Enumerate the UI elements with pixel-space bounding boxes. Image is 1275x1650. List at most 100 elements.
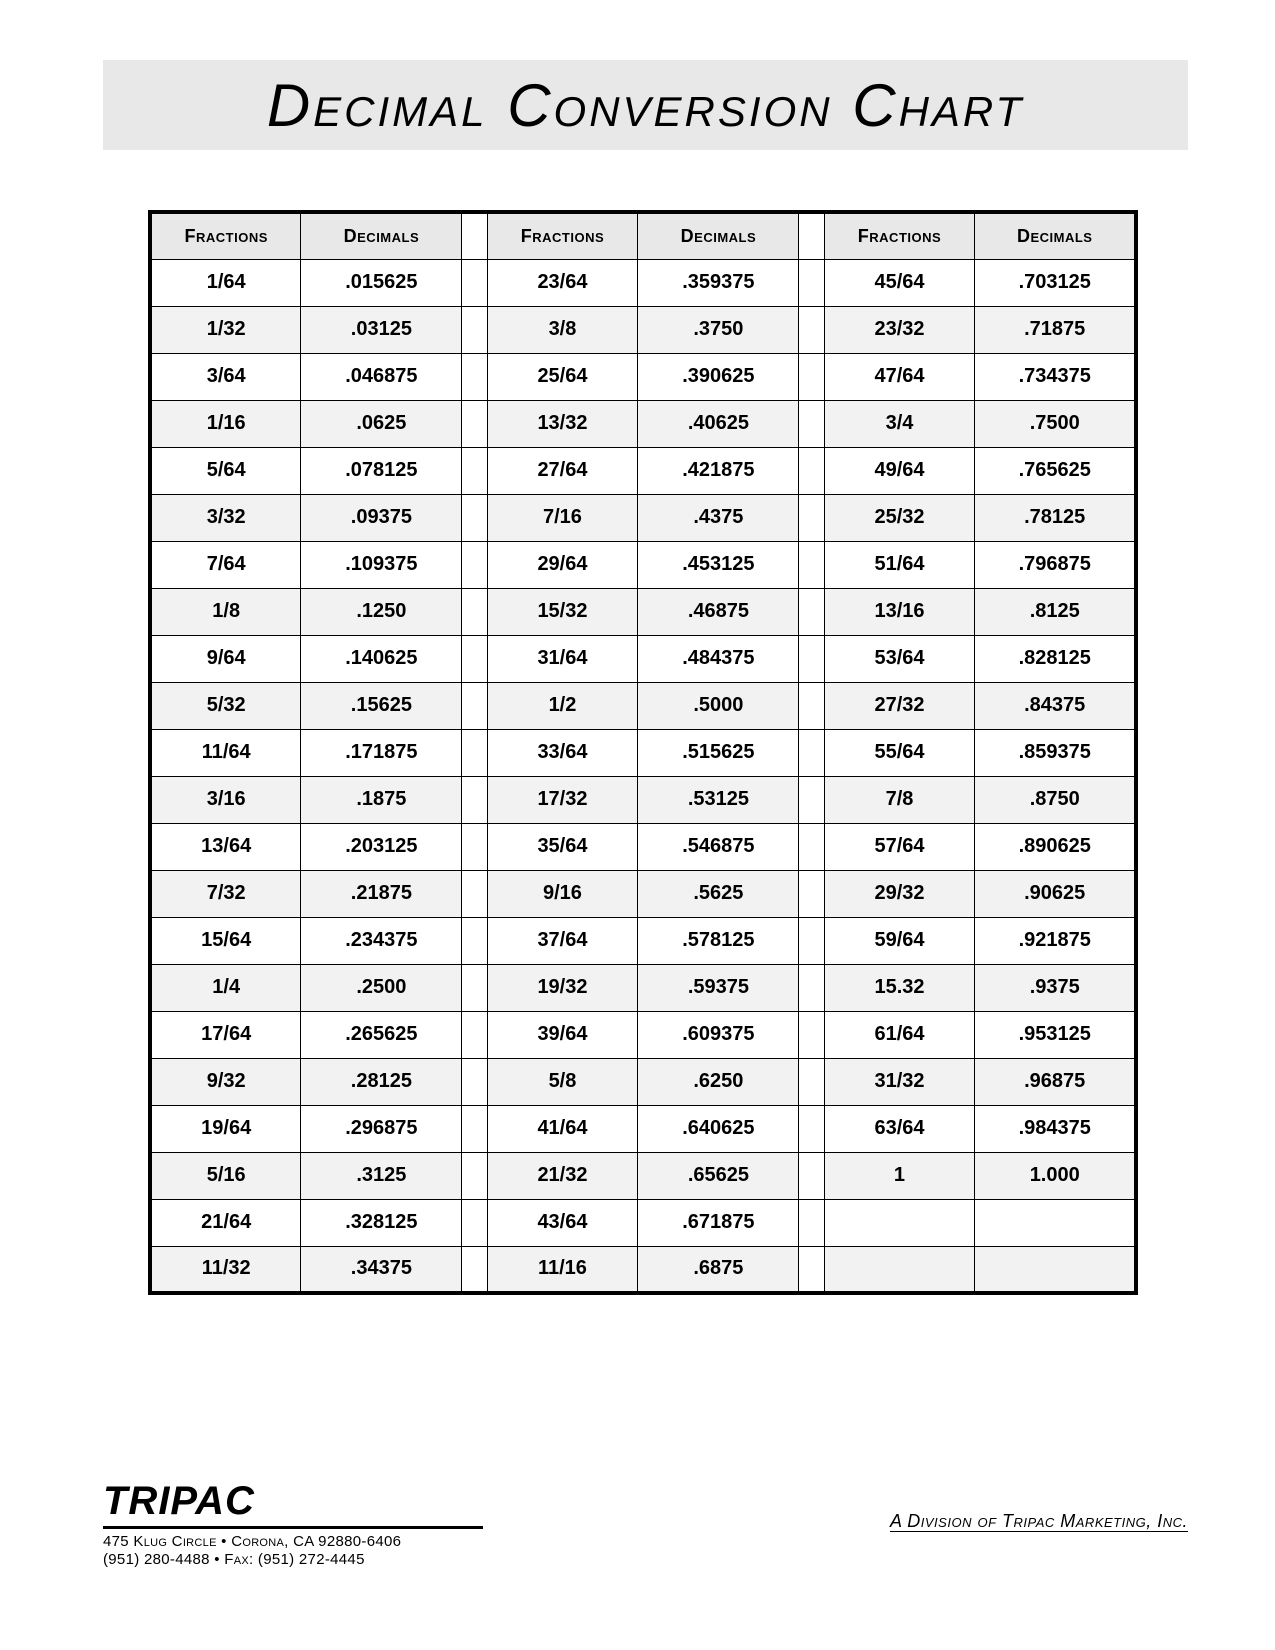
table-row: 1/4.250019/32.5937515.32.9375 bbox=[150, 964, 1136, 1011]
col-separator bbox=[462, 964, 487, 1011]
decimal-cell: .28125 bbox=[301, 1058, 462, 1105]
footer-address: 475 Klug Circle • Corona, CA 92880-6406 … bbox=[103, 1533, 1188, 1571]
fraction-cell: 61/64 bbox=[824, 1011, 975, 1058]
fraction-cell: 3/8 bbox=[487, 306, 638, 353]
col-header-fractions: Fractions bbox=[150, 212, 301, 259]
col-separator bbox=[462, 682, 487, 729]
fraction-cell: 29/64 bbox=[487, 541, 638, 588]
fraction-cell: 1/2 bbox=[487, 682, 638, 729]
fraction-cell bbox=[824, 1246, 975, 1293]
col-separator bbox=[799, 635, 824, 682]
col-header-decimals: Decimals bbox=[975, 212, 1136, 259]
fraction-cell: 53/64 bbox=[824, 635, 975, 682]
decimal-cell: .328125 bbox=[301, 1199, 462, 1246]
col-separator bbox=[799, 353, 824, 400]
fraction-cell: 3/4 bbox=[824, 400, 975, 447]
decimal-cell: .296875 bbox=[301, 1105, 462, 1152]
col-separator bbox=[462, 1246, 487, 1293]
fraction-cell: 1/64 bbox=[150, 259, 301, 306]
decimal-cell: .96875 bbox=[975, 1058, 1136, 1105]
fraction-cell: 11/64 bbox=[150, 729, 301, 776]
col-separator bbox=[799, 541, 824, 588]
fraction-cell: 21/32 bbox=[487, 1152, 638, 1199]
fraction-cell: 57/64 bbox=[824, 823, 975, 870]
col-separator bbox=[799, 917, 824, 964]
decimal-cell: .453125 bbox=[638, 541, 799, 588]
decimal-cell: .671875 bbox=[638, 1199, 799, 1246]
decimal-cell bbox=[975, 1246, 1136, 1293]
fraction-cell: 39/64 bbox=[487, 1011, 638, 1058]
col-separator bbox=[462, 588, 487, 635]
decimal-cell: .8125 bbox=[975, 588, 1136, 635]
table-row: 1/32.031253/8.375023/32.71875 bbox=[150, 306, 1136, 353]
col-separator bbox=[799, 494, 824, 541]
decimal-cell: .7500 bbox=[975, 400, 1136, 447]
decimal-cell: .109375 bbox=[301, 541, 462, 588]
col-separator bbox=[799, 1152, 824, 1199]
fraction-cell: 7/64 bbox=[150, 541, 301, 588]
table-row: 1/64.01562523/64.35937545/64.703125 bbox=[150, 259, 1136, 306]
fraction-cell: 1/4 bbox=[150, 964, 301, 1011]
decimal-cell: .015625 bbox=[301, 259, 462, 306]
decimal-cell: .890625 bbox=[975, 823, 1136, 870]
col-separator bbox=[799, 823, 824, 870]
page-title: Decimal Conversion Chart bbox=[267, 71, 1024, 140]
col-separator bbox=[462, 306, 487, 353]
decimal-cell: .203125 bbox=[301, 823, 462, 870]
table-row: 1/16.062513/32.406253/4.7500 bbox=[150, 400, 1136, 447]
table-row: 3/32.093757/16.437525/32.78125 bbox=[150, 494, 1136, 541]
fraction-cell: 3/64 bbox=[150, 353, 301, 400]
decimal-cell: .09375 bbox=[301, 494, 462, 541]
col-separator bbox=[799, 1246, 824, 1293]
decimal-cell: .515625 bbox=[638, 729, 799, 776]
decimal-cell: .6875 bbox=[638, 1246, 799, 1293]
col-separator bbox=[462, 1105, 487, 1152]
col-header-fractions: Fractions bbox=[487, 212, 638, 259]
col-separator bbox=[462, 1011, 487, 1058]
col-separator bbox=[799, 776, 824, 823]
decimal-cell: .53125 bbox=[638, 776, 799, 823]
decimal-cell: .3125 bbox=[301, 1152, 462, 1199]
fraction-cell: 31/32 bbox=[824, 1058, 975, 1105]
decimal-cell: .71875 bbox=[975, 306, 1136, 353]
fraction-cell: 9/16 bbox=[487, 870, 638, 917]
col-separator bbox=[799, 259, 824, 306]
fraction-cell: 15/32 bbox=[487, 588, 638, 635]
col-header-fractions: Fractions bbox=[824, 212, 975, 259]
fraction-cell: 27/64 bbox=[487, 447, 638, 494]
col-separator bbox=[799, 870, 824, 917]
col-separator bbox=[799, 447, 824, 494]
decimal-cell: .640625 bbox=[638, 1105, 799, 1152]
decimal-cell: .765625 bbox=[975, 447, 1136, 494]
table-row: 11/64.17187533/64.51562555/64.859375 bbox=[150, 729, 1136, 776]
fraction-cell: 3/32 bbox=[150, 494, 301, 541]
col-separator bbox=[462, 541, 487, 588]
decimal-cell: .15625 bbox=[301, 682, 462, 729]
fraction-cell: 27/32 bbox=[824, 682, 975, 729]
decimal-cell: .34375 bbox=[301, 1246, 462, 1293]
fraction-cell: 31/64 bbox=[487, 635, 638, 682]
decimal-cell: .84375 bbox=[975, 682, 1136, 729]
table-row: 15/64.23437537/64.57812559/64.921875 bbox=[150, 917, 1136, 964]
fraction-cell: 45/64 bbox=[824, 259, 975, 306]
col-separator bbox=[462, 635, 487, 682]
fraction-cell: 5/16 bbox=[150, 1152, 301, 1199]
fraction-cell: 47/64 bbox=[824, 353, 975, 400]
fraction-cell: 37/64 bbox=[487, 917, 638, 964]
decimal-cell: .5000 bbox=[638, 682, 799, 729]
fraction-cell: 35/64 bbox=[487, 823, 638, 870]
fraction-cell: 3/16 bbox=[150, 776, 301, 823]
fraction-cell: 7/16 bbox=[487, 494, 638, 541]
fraction-cell: 25/32 bbox=[824, 494, 975, 541]
footer: TRIPAC 475 Klug Circle • Corona, CA 9288… bbox=[103, 1479, 1188, 1571]
col-separator bbox=[462, 259, 487, 306]
fraction-cell: 55/64 bbox=[824, 729, 975, 776]
decimal-cell: .484375 bbox=[638, 635, 799, 682]
col-separator bbox=[462, 1199, 487, 1246]
col-separator bbox=[462, 917, 487, 964]
col-separator bbox=[799, 1058, 824, 1105]
fraction-cell: 1/16 bbox=[150, 400, 301, 447]
fraction-cell: 15/64 bbox=[150, 917, 301, 964]
fraction-cell: 11/16 bbox=[487, 1246, 638, 1293]
table-row: 9/64.14062531/64.48437553/64.828125 bbox=[150, 635, 1136, 682]
